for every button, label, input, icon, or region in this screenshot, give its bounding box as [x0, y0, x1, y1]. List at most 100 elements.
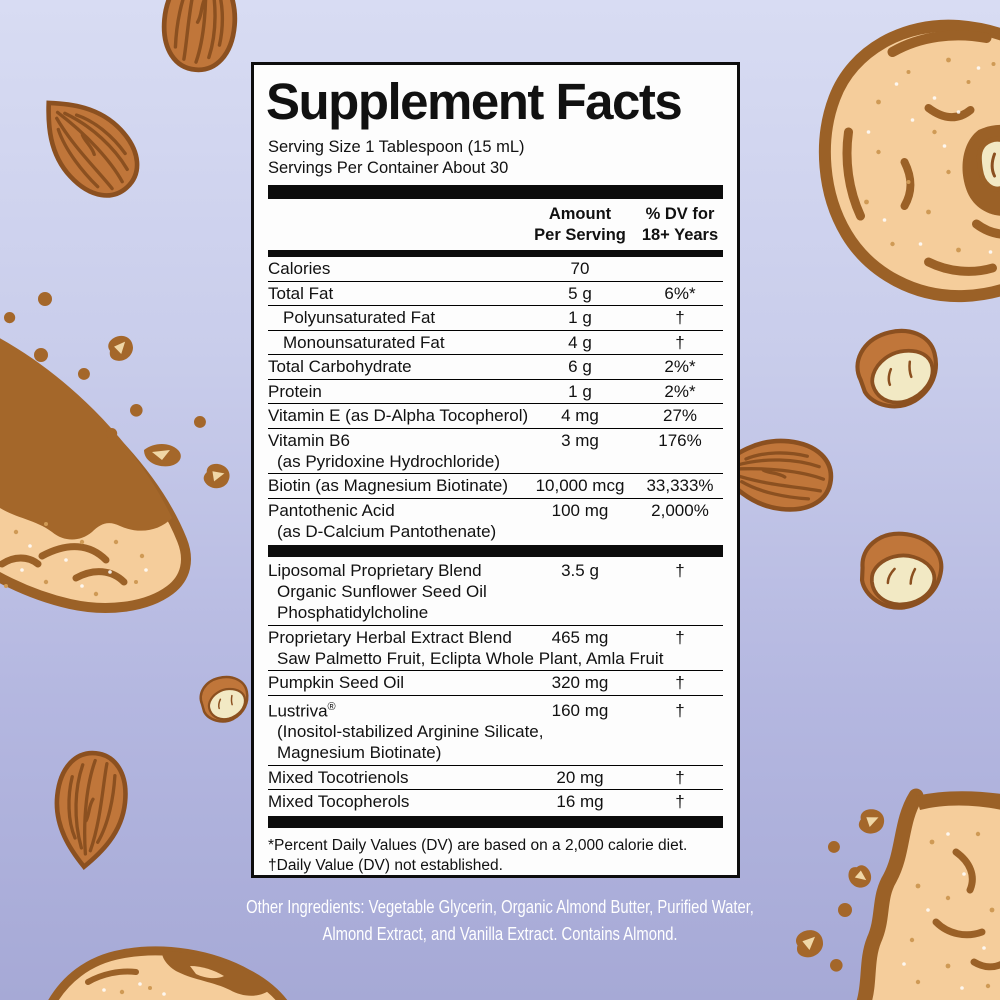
blends-table: Liposomal Proprietary Blend 3.5 g † Organic…	[268, 559, 723, 814]
table-row: Monounsaturated Fat 4 g †	[268, 331, 723, 355]
serving-size: Serving Size 1 Tablespoon (15 mL)	[268, 138, 525, 156]
other-ingredients-line-1: Other Ingredients: Vegetable Glycerin, O…	[246, 896, 754, 917]
nutrient-subline: (Inositol-stabilized Arginine Silicate,	[277, 722, 544, 742]
nutrient-name: Mixed Tocopherols	[268, 792, 410, 812]
nutrient-dv: †	[675, 627, 685, 647]
nutrient-dv: †	[675, 332, 685, 352]
nutrient-dv: 2%*	[664, 381, 696, 401]
table-row: Proprietary Herbal Extract Blend 465 mg † S…	[268, 626, 723, 671]
footnote-dv: *Percent Daily Values (DV) are based on …	[268, 836, 688, 854]
almond-icon	[147, 0, 254, 84]
col-dv-header-2: 18+ Years	[641, 226, 719, 244]
nutrient-amount: 16 mg	[556, 792, 604, 812]
table-row: Total Carbohydrate 6 g 2%*	[268, 355, 723, 380]
nutrient-amount: 1 g	[568, 381, 592, 401]
nutrient-dv: 2,000%	[651, 500, 709, 520]
table-row: Liposomal Proprietary Blend 3.5 g † Organic…	[268, 559, 723, 626]
nutrient-dv: 176%	[658, 430, 702, 450]
footnote-dagger: †Daily Value (DV) not established.	[268, 857, 503, 875]
cookie-ball-icon	[806, 12, 1000, 312]
nutrient-amount: 4 mg	[561, 406, 599, 425]
nutrient-dv: †	[675, 701, 685, 721]
nutrient-name: Mixed Tocotrienols	[268, 767, 409, 787]
crumb-icon	[780, 795, 892, 987]
footnotes: *Percent Daily Values (DV) are based on …	[268, 830, 723, 877]
nutrient-dv: 2%*	[664, 357, 696, 376]
supplement-facts-panel: Supplement Facts Serving Size 1 Tablespo…	[251, 62, 740, 878]
nutrient-name: Lustriva®	[268, 700, 336, 721]
nutrient-dv: 6%*	[664, 283, 696, 303]
table-row: Mixed Tocopherols 16 mg †	[268, 790, 723, 814]
nutrient-name: Vitamin B6	[268, 430, 350, 450]
nutrient-subline: Phosphatidylcholine	[277, 603, 429, 622]
nutrient-subline: Saw Palmetto Fruit, Eclipta Whole Plant,…	[277, 648, 664, 668]
nutrient-name: Biotin (as Magnesium Biotinate)	[268, 476, 509, 495]
nutrient-amount: 100 mg	[551, 500, 609, 520]
col-dv-header-1: % DV for	[645, 205, 715, 223]
nutrient-amount: 70	[570, 259, 590, 278]
nutrient-amount: 1 g	[568, 308, 592, 327]
divider-bar	[268, 815, 723, 828]
col-amount-header-1: Amount	[548, 205, 612, 223]
nutrient-name: Pantothenic Acid	[268, 500, 395, 520]
table-row: Pantothenic Acid 100 mg 2,000% (as D-Calciu…	[268, 499, 723, 544]
nutrient-subline: (as Pyridoxine Hydrochloride)	[277, 451, 500, 471]
nutrient-name: Pumpkin Seed Oil	[268, 673, 405, 692]
nutrient-name: Monounsaturated Fat	[283, 332, 445, 352]
page-title: Supplement Facts	[266, 73, 683, 130]
nutrient-name: Vitamin E (as D-Alpha Tocopherol)	[268, 406, 529, 425]
nutrient-subline: Organic Sunflower Seed Oil	[277, 582, 487, 601]
table-row: Vitamin B6 3 mg 176% (as Pyridoxine Hydroch…	[268, 429, 723, 474]
nutrient-amount: 6 g	[568, 357, 592, 376]
nutrient-name: Protein	[268, 381, 322, 401]
col-amount-header-2: Per Serving	[534, 226, 626, 244]
cookie-piece-icon	[44, 944, 294, 1000]
nutrient-name: Liposomal Proprietary Blend	[268, 561, 482, 580]
nutrient-amount: 5 g	[568, 283, 592, 303]
table-row: Total Fat 5 g 6%*	[268, 282, 723, 306]
other-ingredients: Other Ingredients: Vegetable Glycerin, O…	[0, 893, 1000, 947]
nutrient-subline: Magnesium Biotinate)	[277, 743, 442, 763]
divider-bar	[268, 250, 723, 257]
nutrient-name: Total Fat	[268, 283, 334, 303]
table-row: Vitamin E (as D-Alpha Tocopherol) 4 mg 27%	[268, 404, 723, 429]
nutrient-dv: 27%	[662, 406, 698, 425]
table-row: Pumpkin Seed Oil 320 mg †	[268, 671, 723, 696]
nutrient-name: Polyunsaturated Fat	[283, 308, 436, 327]
nutrient-amount: 465 mg	[551, 627, 609, 647]
nutrient-amount: 160 mg	[551, 701, 609, 721]
almond-icon	[37, 740, 142, 881]
nutrient-amount: 10,000 mcg	[535, 476, 625, 495]
nutrient-name: Proprietary Herbal Extract Blend	[268, 627, 512, 647]
nutrient-dv: †	[675, 561, 685, 580]
nutrient-dv: †	[675, 792, 685, 812]
table-row: Calories 70	[268, 257, 723, 282]
almond-icon	[7, 63, 169, 226]
table-row: Protein 1 g 2%*	[268, 380, 723, 404]
divider-bar	[268, 545, 723, 557]
table-row: Lustriva® 160 mg † (Inositol-stabilized Arg…	[268, 696, 723, 766]
nutrient-dv: †	[675, 673, 685, 692]
almond-butter-smear-icon	[0, 264, 238, 629]
divider-bar	[268, 185, 723, 199]
nutrient-name: Calories	[268, 259, 331, 278]
table-row: Biotin (as Magnesium Biotinate) 10,000 mc…	[268, 474, 723, 499]
nutrient-dv: †	[675, 767, 685, 787]
nutrient-dv: 33,333%	[646, 476, 714, 495]
table-row: Polyunsaturated Fat 1 g †	[268, 306, 723, 331]
table-header: Amount Per Serving % DV for 18+ Years	[268, 199, 723, 250]
nutrients-table: Calories 70 Total Fat 5 g 6%* Polyunsaturated…	[268, 257, 723, 543]
nutrient-name: Total Carbohydrate	[268, 357, 412, 376]
nutrient-amount: 320 mg	[551, 673, 609, 692]
servings-per-container: Servings Per Container About 30	[268, 159, 509, 177]
nutrient-amount: 20 mg	[556, 767, 604, 787]
nutrient-amount: 3.5 g	[561, 561, 599, 580]
nutrient-amount: 4 g	[568, 332, 592, 352]
almond-half-icon	[843, 317, 951, 422]
nutrient-subline: (as D-Calcium Pantothenate)	[277, 521, 497, 541]
nutrient-dv: †	[675, 308, 685, 327]
almond-half-icon	[193, 670, 256, 729]
other-ingredients-line-2: Almond Extract, and Vanilla Extract. Con…	[322, 923, 678, 944]
nutrient-amount: 3 mg	[561, 430, 599, 450]
